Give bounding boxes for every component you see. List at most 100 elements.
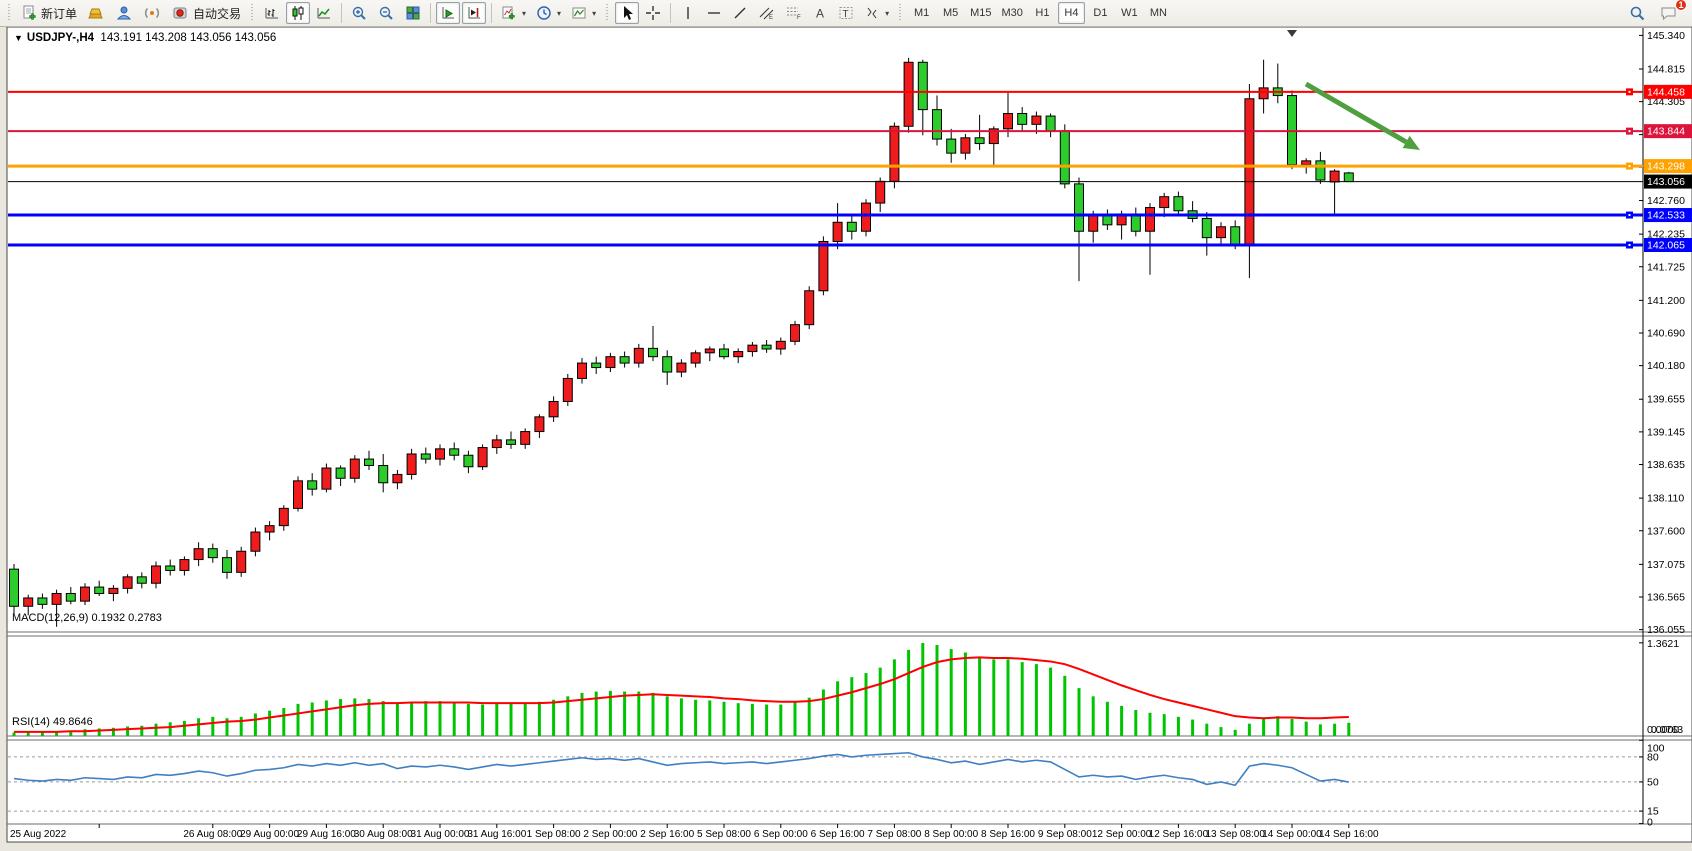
horizontal-line-tool-button[interactable] <box>702 2 726 24</box>
candle <box>250 527 261 557</box>
candle-body <box>278 507 289 527</box>
gold-button[interactable] <box>83 2 109 24</box>
candle-body <box>1145 207 1155 232</box>
vertical-line-tool-button[interactable] <box>676 2 700 24</box>
candle <box>1059 124 1070 189</box>
chart-canvas[interactable]: 145.340144.815144.305143.790143.280142.7… <box>0 27 1692 851</box>
price-tick-label: 138.110 <box>1647 493 1684 505</box>
candle-body <box>903 61 914 127</box>
fibonacci-tool-button[interactable]: F <box>781 2 806 24</box>
zoom-in-button[interactable] <box>347 2 372 24</box>
rsi-value: 49.8646 <box>52 716 93 728</box>
candlestick-chart-button[interactable] <box>286 2 311 24</box>
zoom-out-button[interactable] <box>374 2 399 24</box>
channel-tool-button[interactable]: E <box>754 2 779 24</box>
rsi-axis-label: 80 <box>1647 751 1659 763</box>
price-level-label: 143.298 <box>1647 161 1685 173</box>
candle-body <box>790 324 800 342</box>
candle-body <box>491 439 502 449</box>
candle <box>51 589 62 627</box>
trendline-tool-button[interactable] <box>728 2 752 24</box>
cursor-button[interactable] <box>615 2 640 24</box>
trend-arrow-head[interactable] <box>1402 135 1420 150</box>
toolbar-grip[interactable] <box>605 4 611 22</box>
chart-shift-icon <box>466 5 482 21</box>
dropdown-arrow-icon: ▾ <box>522 8 527 18</box>
timeframe-mn-button[interactable]: MN <box>1149 7 1167 19</box>
rsi-axis-label: 0 <box>1647 817 1653 829</box>
timeframe-h4-button[interactable]: H4 <box>1057 2 1085 24</box>
candle <box>179 556 190 576</box>
chart-shift-marker-icon[interactable] <box>1287 30 1297 37</box>
trendline-icon <box>732 5 748 21</box>
signals-button[interactable] <box>139 2 165 24</box>
indicators-button[interactable]: ▾ <box>497 2 530 24</box>
time-axis-label: 1 Sep 08:00 <box>527 829 581 840</box>
new-order-button[interactable]: 新订单 <box>17 2 81 24</box>
community-button[interactable] <box>111 2 137 24</box>
candle-body <box>761 344 772 350</box>
price-level-label: 142.065 <box>1647 240 1685 252</box>
candle-body <box>719 348 729 358</box>
price-level-label-box <box>1644 174 1692 189</box>
candle-body <box>477 447 488 468</box>
candle-body <box>349 458 360 479</box>
chart-shift-button[interactable] <box>462 2 487 24</box>
toolbar-grip[interactable] <box>898 4 904 22</box>
notification-badge: 1 <box>1675 0 1687 11</box>
timeframe-h1-button[interactable]: H1 <box>1035 7 1050 19</box>
timeframe-m1-button[interactable]: M1 <box>913 7 930 19</box>
candle <box>477 444 488 470</box>
line-chart-icon <box>316 5 332 21</box>
candle <box>349 455 360 483</box>
candle-body <box>1159 196 1170 209</box>
shapes-tool-button[interactable]: ▾ <box>860 2 893 24</box>
candlestick-chart-icon <box>290 5 306 21</box>
tile-windows-button[interactable] <box>401 2 425 24</box>
candle <box>23 594 34 616</box>
autotrading-button[interactable]: 自动交易 <box>167 2 245 24</box>
svg-text:A: A <box>816 7 824 21</box>
zoom-out-icon <box>378 5 395 21</box>
candle-body <box>1045 115 1056 132</box>
rsi-axis-label: 15 <box>1647 806 1659 818</box>
timeframe-d1-button[interactable]: D1 <box>1093 7 1108 19</box>
macd-indicator-label: MACD(12,26,9) 0.1932 0.2783 <box>12 612 162 624</box>
periods-button[interactable]: ▾ <box>532 2 565 24</box>
chat-button[interactable]: 1 <box>1656 0 1687 24</box>
time-axis-label: 6 Sep 00:00 <box>754 829 808 840</box>
candle-body <box>65 592 76 602</box>
autotrading-icon <box>171 5 189 21</box>
candle-body <box>23 597 34 607</box>
crosshair-button[interactable] <box>641 2 665 24</box>
timeframe-w1-button[interactable]: W1 <box>1121 7 1138 19</box>
candle-body <box>605 356 616 369</box>
auto-scroll-button[interactable] <box>436 2 461 24</box>
chart-title-caret-icon: ▼ <box>14 33 23 43</box>
bar-chart-button[interactable] <box>260 2 284 24</box>
timeframe-m30-button[interactable]: M30 <box>1001 7 1023 19</box>
candle-body <box>562 377 573 402</box>
text-tool-button[interactable]: A <box>808 2 832 24</box>
zoom-in-icon <box>351 5 368 21</box>
price-level-label: 143.844 <box>1647 126 1685 138</box>
time-axis-label: 2 Sep 00:00 <box>583 829 637 840</box>
svg-text:F: F <box>797 15 801 21</box>
timeframe-m5-button[interactable]: M5 <box>942 7 959 19</box>
macd-values: 0.1932 0.2783 <box>91 612 162 624</box>
candle-body <box>51 592 62 605</box>
time-axis-label: 12 Sep 00:00 <box>1092 829 1152 840</box>
toolbar-grip[interactable] <box>250 4 256 22</box>
candle-body <box>179 559 190 571</box>
text-label-tool-button[interactable]: T <box>834 2 858 24</box>
timeframe-m15-button[interactable]: M15 <box>970 7 992 19</box>
candle <box>236 546 247 577</box>
line-chart-button[interactable] <box>312 2 336 24</box>
search-button[interactable] <box>1625 2 1650 24</box>
candle <box>420 447 431 464</box>
templates-button[interactable]: ▾ <box>567 2 600 24</box>
svg-text:E: E <box>769 15 773 21</box>
candle <box>1159 192 1170 218</box>
toolbar-grip[interactable] <box>7 4 12 22</box>
trend-arrow-line[interactable] <box>1304 81 1408 145</box>
